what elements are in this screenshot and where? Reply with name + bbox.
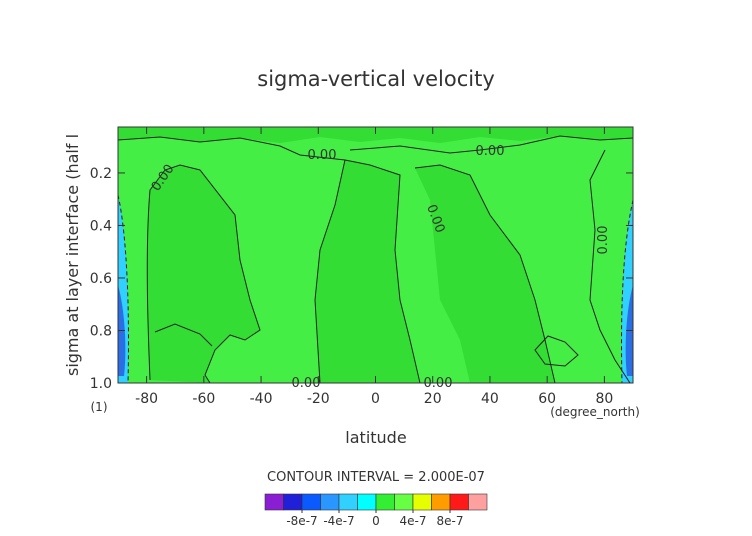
y-tick-label: 0.2 [90, 166, 112, 182]
colorbar-segment [449, 493, 469, 511]
field-region [315, 160, 420, 383]
colorbar-segment [301, 493, 321, 511]
colorbar-segment [338, 493, 358, 511]
x-tick-label: 40 [481, 391, 499, 407]
y-units: (1) [91, 400, 108, 414]
x-tick-label: 80 [595, 391, 613, 407]
colorbar-segment [412, 493, 432, 511]
x-tick-label: 0 [371, 391, 380, 407]
contour-line [314, 159, 421, 384]
contour-line [117, 194, 634, 384]
contour-line [534, 335, 579, 367]
colorbar-segment [431, 493, 451, 511]
colorbar-segment [283, 493, 303, 511]
field-region [415, 165, 555, 383]
colorbar-segment [375, 493, 395, 511]
x-tick-label: -60 [192, 391, 215, 407]
colorbar-segment [357, 493, 377, 511]
x-tick-label: -80 [135, 391, 158, 407]
contour-label: 0.00 [424, 376, 453, 391]
colorbar-segment [320, 493, 340, 511]
colorbar-tick-label: 8e-7 [437, 514, 464, 528]
contour-line [117, 135, 634, 161]
x-tick-label: 60 [538, 391, 556, 407]
x-tick-label: -40 [250, 391, 273, 407]
contour-label: 0.00 [308, 148, 337, 163]
contour-line [146, 164, 261, 384]
x-units: (degree_north) [550, 405, 640, 419]
y-tick-label: 0.4 [90, 218, 112, 234]
contour-line [414, 164, 556, 384]
contour-label: 0.00 [596, 226, 611, 255]
x-tick-label: -20 [307, 391, 330, 407]
y-tick-label: 0.8 [90, 323, 112, 339]
y-tick-label: 1.0 [90, 376, 112, 392]
colorbar-tick-label: 4e-7 [400, 514, 427, 528]
y-axis-label: sigma at layer interface (half l [63, 134, 82, 376]
contour-line [154, 323, 213, 347]
x-tick-label: 20 [424, 391, 442, 407]
chart-title: sigma-vertical velocity [257, 67, 495, 91]
contour-interval: CONTOUR INTERVAL = 2.000E-07 [267, 470, 485, 485]
colorbar-tick-label: -8e-7 [286, 514, 317, 528]
contour-label: 0.00 [292, 376, 321, 391]
contour-label: 0.00 [476, 144, 505, 159]
colorbar-segment [264, 493, 284, 511]
colorbar-tick-label: -4e-7 [323, 514, 354, 528]
field [117, 127, 634, 384]
colorbar-segment [468, 493, 488, 511]
colorbar-tick-label: 0 [372, 514, 380, 528]
field-region [147, 165, 260, 383]
contour-line [589, 149, 631, 384]
colorbar-segment [394, 493, 414, 511]
x-axis-label: latitude [345, 428, 406, 447]
field-region [118, 127, 633, 143]
y-tick-label: 0.6 [90, 271, 112, 287]
